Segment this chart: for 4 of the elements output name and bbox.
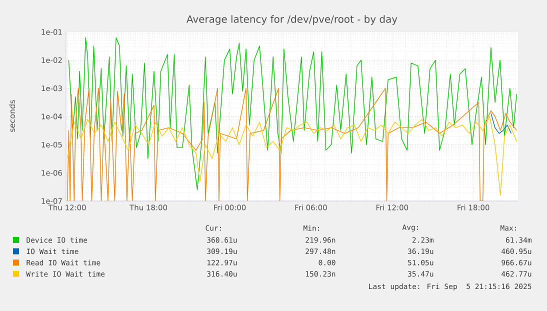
chart-title: Average latency for /dev/pve/root - by day (186, 15, 398, 25)
line-series (490, 112, 512, 134)
line-series (67, 116, 518, 196)
line-series (68, 37, 518, 190)
